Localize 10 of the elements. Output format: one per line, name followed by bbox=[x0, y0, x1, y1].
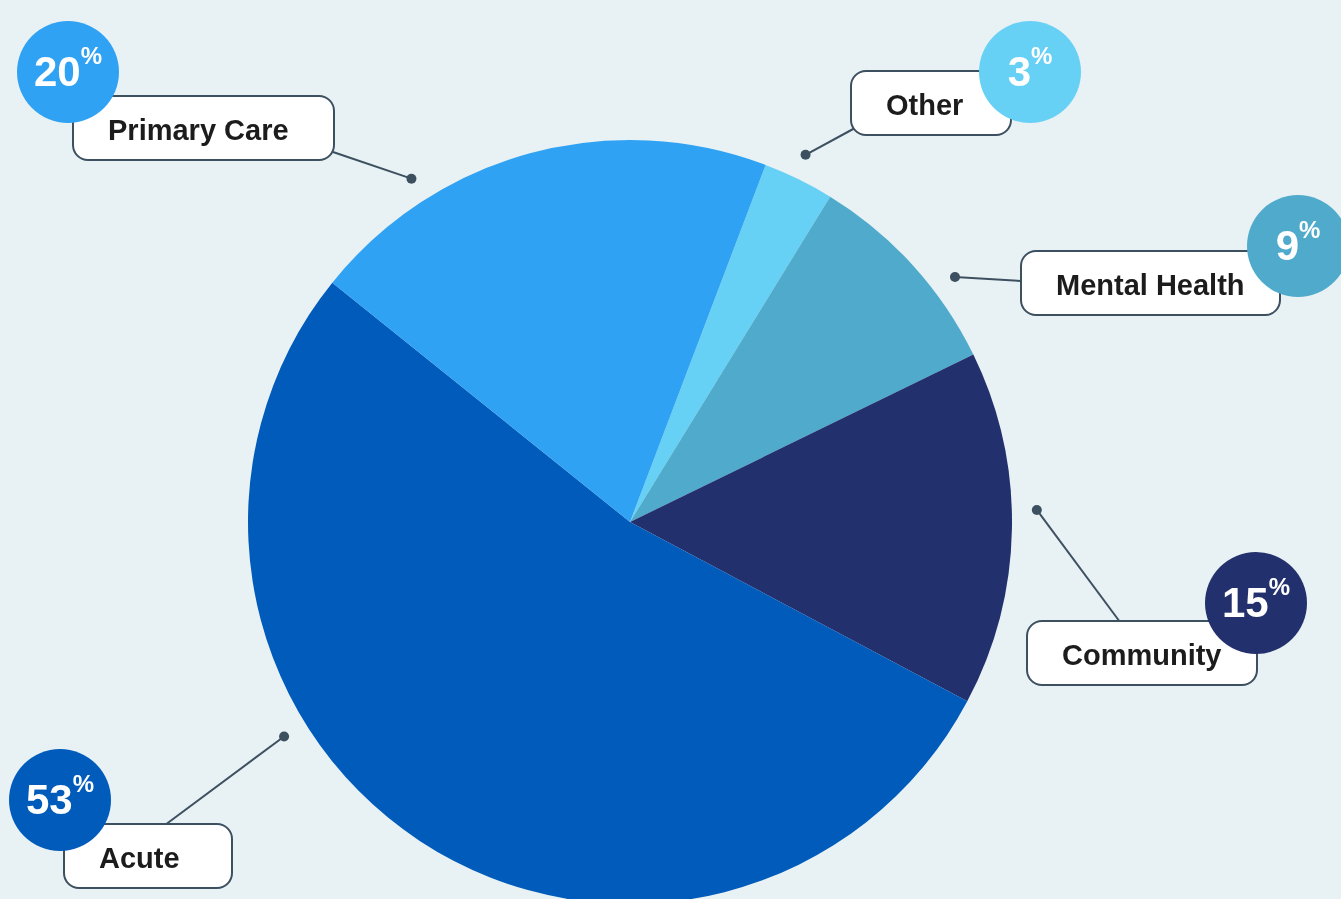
slice-label: Acute bbox=[63, 823, 233, 889]
data-label: 15$^{%}$ bbox=[1221, 573, 1291, 626]
data-label: 20$^{%}$ bbox=[33, 42, 103, 95]
slice-label: Other bbox=[886, 89, 964, 121]
slice-label: Community bbox=[1062, 639, 1222, 671]
slice-label: Primary Care bbox=[72, 95, 335, 161]
data-label: 3$^{%}$ bbox=[979, 21, 1081, 123]
slice-label: Mental Health bbox=[1056, 269, 1245, 301]
data-label: 53$^{%}$ bbox=[25, 770, 95, 823]
data-label: 9$^{%}$ bbox=[1247, 195, 1341, 297]
